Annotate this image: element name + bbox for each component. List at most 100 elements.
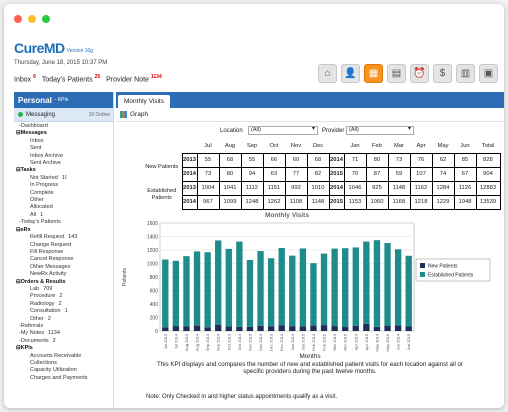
clipboard-icon[interactable]: ▤ [387,64,406,83]
bar-established-patients [289,255,296,327]
sidebar-item-count: 2 [58,300,62,307]
inbox-link[interactable]: Inbox 6 [14,74,36,83]
dollar-icon[interactable]: $ [433,64,452,83]
month-header: Feb [372,143,382,150]
sidebar-item[interactable]: Other [16,197,113,204]
sidebar-item[interactable]: -Referrals [19,322,44,329]
priority-flag-icon: ! [64,174,67,181]
sidebar-item[interactable]: ⊟Tasks [16,167,36,174]
sidebar-item[interactable]: -My Notes 1134 [19,330,60,337]
minimize-window-dot[interactable] [28,15,36,23]
graph-icon[interactable] [120,111,127,118]
sidebar-item[interactable]: Procedure 2 [16,293,113,300]
tab-monthly-visits[interactable]: Monthly Visits [118,95,170,108]
table-cell: 107 [409,166,433,182]
bar-established-patients [225,248,232,327]
sidebar-item[interactable]: Refill Request 143 [16,234,113,241]
sidebar-item-label: Orders & Results [20,278,66,285]
sidebar-item[interactable]: Fill Response [16,249,113,256]
sidebar-item[interactable]: Cancel Response [16,256,113,263]
sidebar-item-label: Procedure [30,293,56,300]
table-cell: 1099 [218,194,242,210]
sidebar-item[interactable]: Collections [16,360,113,367]
provider-note-link[interactable]: Provider Note 1134 [106,74,162,83]
close-window-dot[interactable] [14,15,22,23]
provider-label: Provider [322,128,345,134]
sidebar-item[interactable]: Lab 709 [16,286,113,293]
sidebar-item[interactable]: ⊟KPIs [16,345,33,352]
table-cell: 63 [262,166,286,182]
sidebar-item[interactable]: Inbox [16,138,113,145]
sidebar-item[interactable]: Allocated [16,204,113,211]
maximize-window-dot[interactable] [42,15,50,23]
calendar-icon[interactable]: ▦ [364,64,383,83]
home-icon[interactable]: ⌂ [318,64,337,83]
sidebar-item[interactable]: All 1 [16,212,113,219]
sidebar-item[interactable]: NewRx Activity [16,271,113,278]
sidebar-item[interactable]: Not Started 1! [16,175,113,182]
provider-select[interactable]: (All) [346,126,414,135]
sidebar-item-label: In Progress [30,182,59,189]
bar-new-patients [172,326,180,331]
sidebar-item[interactable]: Sent Archive [16,160,113,167]
bar-new-patients [310,325,317,331]
month-header: Mar [394,143,404,150]
bar-established-patients [363,241,370,324]
table-cell: 74 [431,166,455,182]
graph-button[interactable]: Graph [130,111,149,118]
sidebar-item[interactable]: ⊟Messages [16,130,47,137]
table-cell: 1046 [343,180,367,196]
sidebar-item[interactable]: Complete [16,190,113,197]
todays-patients-link[interactable]: Today's Patients 25 [42,74,100,83]
document-icon[interactable]: ▥ [456,64,475,83]
sidebar-item[interactable]: Consultation 1 [16,308,113,315]
sidebar-item[interactable]: ⊟Orders & Results [16,278,66,285]
sidebar-item[interactable]: Sent [16,145,113,152]
sidebar-item-label: Today's Patients [20,219,61,226]
sidebar-item[interactable]: ⊟eRx [16,226,31,233]
table-cell: 925 [365,180,389,196]
sidebar-item[interactable]: Capacity Utilization [16,367,113,374]
sidebar-item[interactable]: -Today's Patients [19,219,61,226]
logo-text: CureMD [14,40,65,56]
film-icon[interactable]: ▣ [479,64,498,83]
sidebar-item[interactable]: -Dashboard [19,123,48,129]
sidebar-item[interactable]: Charges and Payments [16,375,113,382]
x-tick-label: Mar 2014 [332,333,337,351]
kpi-description: Months This KPI displays and compares th… [116,353,504,376]
x-tick-label: Jan 2014 [290,333,295,350]
bar-established-patients [162,259,169,328]
x-tick-label: Aug 2014 [195,333,200,351]
sidebar-item-label: Change Request [30,241,72,248]
alarm-clock-icon[interactable]: ⏰ [410,64,429,83]
sidebar-subtitle: - KPIs [54,97,69,103]
sidebar-item[interactable]: Inbox Archive [16,153,113,160]
row-label: Established Patients [147,188,177,201]
user-icon[interactable]: 👤 [341,64,360,83]
sidebar-item[interactable]: Accounts Receivable [16,353,113,360]
sidebar-item-count: 2 [59,293,63,300]
sidebar-item[interactable]: Other 2 [16,316,113,323]
sidebar-item[interactable]: Other Messages [16,264,113,271]
y-tick-label: 600 [150,289,159,295]
location-select[interactable]: (All) [248,126,318,135]
bar-established-patients [373,240,381,327]
messaging-bar[interactable]: Messaging 10 Online [14,108,113,122]
monthly-visits-chart: Monthly Visits 0 200 400 600 800 1000 1200 1400 1… [122,212,491,352]
sidebar-item[interactable]: Radiology 2 [16,301,113,308]
bar-established-patients [320,253,328,326]
table-cell: 59 [387,166,411,182]
sidebar-item-label: Radiology [30,300,55,307]
table-cell: 67 [453,166,477,182]
chart-title: Monthly Visits [265,212,309,219]
sidebar-item[interactable]: In Progress [16,182,113,189]
table-cell: 68 [218,152,242,168]
table-cell: 1126 [453,180,477,196]
sidebar-item[interactable]: -Documents 2 [19,337,56,344]
month-header: Apr [416,143,426,150]
description-text: This KPI displays and compares the numbe… [156,360,464,376]
bar-new-patients [363,323,370,331]
table-cell: 80 [365,152,389,168]
bar-established-patients [331,248,338,327]
sidebar-item[interactable]: Change Request [16,242,113,249]
